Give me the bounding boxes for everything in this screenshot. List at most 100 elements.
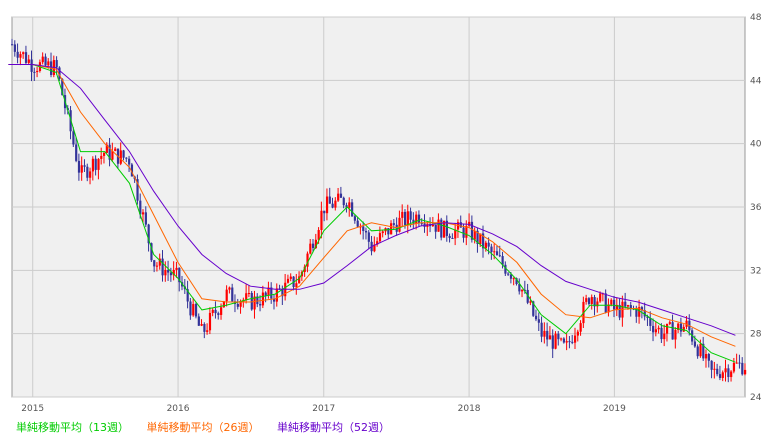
candle-body [55, 60, 58, 68]
x-tick-label: 2015 [21, 404, 44, 414]
candle-body [125, 157, 128, 159]
candle-body [501, 256, 504, 265]
candle-body [381, 231, 384, 234]
candle-body [97, 158, 100, 170]
y-tick-label: 44 [750, 76, 762, 86]
candle-body [693, 341, 697, 347]
candle-body [192, 304, 195, 316]
x-tick-label: 2018 [458, 404, 481, 414]
candle-body [259, 304, 262, 306]
candle-body [245, 293, 248, 300]
candle-body [557, 333, 560, 340]
candle-body [267, 287, 270, 296]
candle-body [529, 301, 532, 303]
y-tick-label: 36 [750, 203, 762, 213]
candle-body [615, 304, 618, 310]
candle-body [635, 308, 638, 317]
candle-body [604, 293, 607, 313]
candle-body [275, 288, 278, 302]
candle-body [573, 335, 577, 343]
candle-body [546, 330, 549, 340]
candle-body [398, 217, 401, 232]
candle-body [206, 330, 209, 332]
candle-body [306, 253, 309, 267]
candle-body [281, 289, 284, 297]
candle-body [707, 354, 710, 361]
candle-body [141, 212, 145, 215]
candle-body [395, 224, 398, 232]
candle-body [652, 325, 655, 333]
candle-body [337, 193, 340, 201]
candle-body [442, 220, 446, 238]
candle-body [540, 322, 543, 337]
candle-body [571, 341, 574, 343]
legend-ma52: 単純移動平均（52週） [277, 421, 390, 434]
candle-body [320, 210, 323, 231]
candle-body [61, 78, 64, 96]
candle-body [36, 70, 39, 72]
candle-body [649, 317, 652, 326]
candle-body [328, 196, 331, 204]
candle-body [473, 230, 476, 240]
candle-body [236, 304, 239, 307]
candle-body [22, 52, 25, 55]
candle-body [640, 307, 644, 311]
candle-body [448, 235, 451, 238]
candle-body [710, 360, 713, 370]
candle-body [44, 56, 47, 66]
candle-body [590, 297, 593, 304]
candle-body [741, 362, 744, 375]
candle-body [225, 289, 228, 302]
candle-body [272, 298, 276, 302]
candle-body [158, 258, 161, 266]
candle-body [412, 219, 415, 224]
candle-body [30, 59, 33, 72]
candle-body [420, 223, 423, 225]
candle-body [342, 197, 345, 206]
candle-body [713, 368, 716, 370]
candle-body [445, 220, 448, 236]
candle-body [526, 289, 529, 303]
candle-body [479, 233, 482, 244]
candle-body [164, 269, 167, 276]
candle-body [618, 304, 621, 318]
candle-body [339, 193, 343, 198]
candle-body [646, 316, 649, 318]
candle-body [58, 67, 61, 79]
candle-body [699, 343, 702, 357]
candle-body [128, 158, 131, 165]
candle-body [91, 158, 95, 172]
candle-body [378, 233, 382, 242]
candle-body [345, 205, 348, 208]
candle-body [72, 131, 75, 145]
candle-body [512, 278, 515, 280]
candle-body [534, 315, 538, 320]
candle-body [509, 274, 513, 279]
candle-body [638, 307, 641, 317]
candle-body [718, 374, 722, 378]
candle-body [286, 278, 290, 283]
candle-body [178, 267, 181, 283]
y-axis: 24 28 32 36 40 44 48 [750, 13, 762, 403]
candle-body [730, 371, 733, 378]
candle-body [256, 296, 259, 305]
candle-body [86, 166, 89, 178]
x-tick-label: 2019 [603, 404, 626, 414]
candle-body [543, 330, 546, 337]
candle-body [175, 267, 178, 270]
candle-body [220, 307, 223, 315]
candle-body [507, 273, 510, 275]
candle-body [250, 293, 253, 310]
candle-body [228, 287, 231, 290]
candle-body [593, 297, 596, 307]
candle-body [468, 221, 471, 226]
candle-body [470, 221, 474, 240]
candle-body [515, 278, 518, 285]
candle-body [77, 160, 81, 173]
candle-body [11, 44, 14, 46]
candle-body [331, 203, 334, 208]
candle-body [401, 211, 404, 218]
candle-body [147, 224, 150, 244]
candle-body [406, 211, 409, 226]
